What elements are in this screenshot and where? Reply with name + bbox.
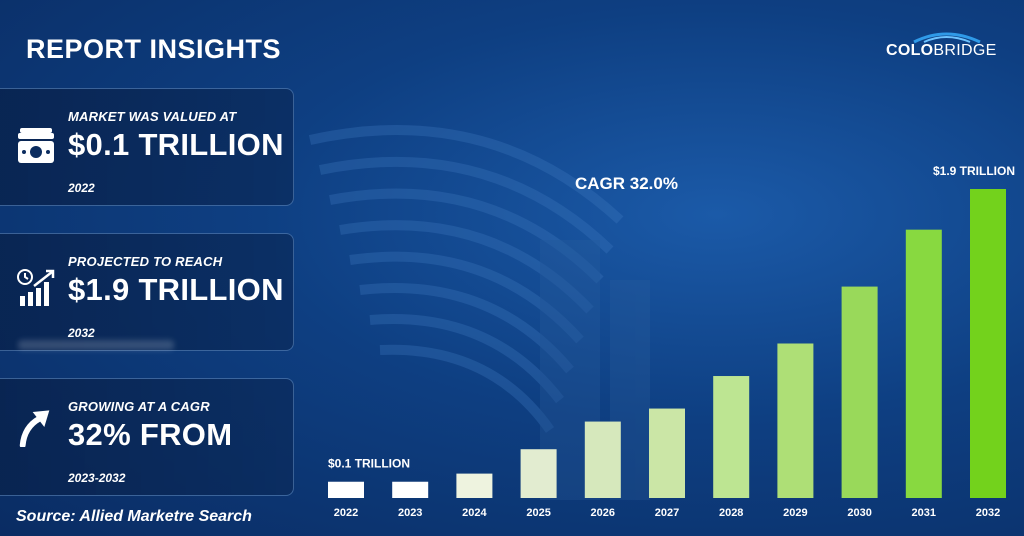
logo-text-part1: COLO [886,42,934,59]
x-tick-label: 2032 [976,507,1000,519]
card-year: 2023-2032 [68,471,126,485]
bar-2032 [970,189,1006,498]
x-tick-label: 2029 [783,507,807,519]
bar-2024 [456,473,493,498]
data-label: $1.9 TRILLION [933,164,1015,178]
x-tick-label: 2027 [655,507,679,519]
card-value: $0.1 TRILLION [68,127,284,162]
data-label: $0.1 TRILLION [328,457,410,471]
projected-card: PROJECTED TO REACH $1.9 TRILLION 2032 [0,233,294,351]
bar-2027 [649,408,685,498]
money-stack-icon [18,128,54,163]
card-year: 2022 [68,181,95,195]
bar-2028 [713,376,750,498]
bar-2030 [841,286,878,498]
x-tick-label: 2028 [719,507,743,519]
market-valued-card: MARKET WAS VALUED AT $0.1 TRILLION 2022 [0,88,294,206]
card-label: MARKET WAS VALUED AT [68,109,237,124]
card-value: $1.9 TRILLION [68,272,284,307]
up-arrow-icon [19,410,50,447]
cagr-card: GROWING AT A CAGR 32% FROM 2023-2032 [0,378,294,496]
server-rack-background-graphic [308,125,650,500]
source-note: Source: Allied Marketre Search [16,508,252,525]
blurred-text [18,340,174,350]
growth-chart-icon [17,269,55,306]
x-tick-label: 2022 [334,507,358,519]
card-year: 2032 [68,326,95,340]
x-tick-label: 2023 [398,507,422,519]
bar-2029 [777,343,814,498]
bar-2023 [392,481,429,498]
x-tick-label: 2030 [847,507,871,519]
bar-2025 [520,449,557,498]
x-tick-label: 2026 [591,507,615,519]
cagr-label: CAGR 32.0% [575,174,678,193]
bar-2022 [328,481,364,498]
x-tick-label: 2024 [462,507,487,519]
logo-arc-icon [913,32,981,44]
card-label: PROJECTED TO REACH [68,254,223,269]
page-title: REPORT INSIGHTS [26,34,282,64]
bar-2031 [905,229,942,498]
logo-text: COLOBRIDGE [886,42,997,60]
colobridge-logo: COLOBRIDGE [884,28,996,64]
logo-text-part2: BRIDGE [933,42,997,59]
bar-2026 [584,421,621,498]
card-value: 32% FROM [68,417,233,452]
card-label: GROWING AT A CAGR [68,399,210,414]
x-tick-label: 2031 [912,507,936,519]
x-tick-label: 2025 [526,507,550,519]
